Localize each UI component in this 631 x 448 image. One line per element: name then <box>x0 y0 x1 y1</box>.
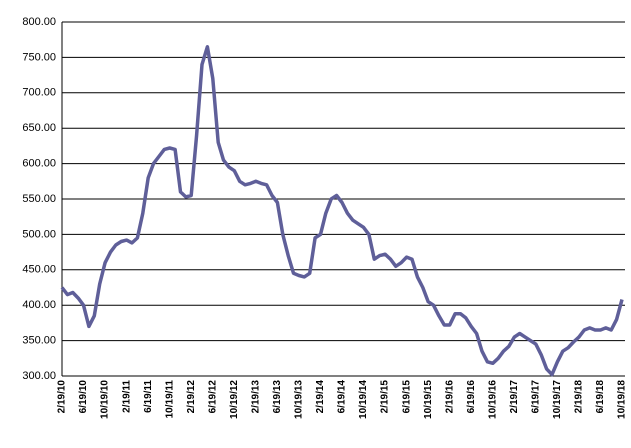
y-tick-label: 400.00 <box>22 299 56 311</box>
x-tick-label: 10/19/17 <box>552 380 563 419</box>
x-tick-label: 6/19/10 <box>78 380 89 414</box>
y-tick-label: 550.00 <box>22 193 56 205</box>
x-tick-label: 10/19/15 <box>423 380 434 419</box>
x-tick-label: 2/19/13 <box>250 380 261 414</box>
x-tick-label: 2/19/15 <box>380 380 391 414</box>
x-tick-label: 6/19/16 <box>466 380 477 414</box>
y-tick-label: 300.00 <box>22 370 56 382</box>
x-tick-label: 2/19/10 <box>57 380 68 414</box>
x-tick-label: 10/19/10 <box>100 380 111 419</box>
y-tick-label: 500.00 <box>22 228 56 240</box>
x-tick-label: 2/19/12 <box>186 380 197 414</box>
line <box>60 45 624 377</box>
x-tick-label: 6/19/15 <box>401 380 412 414</box>
x-tick-label: 10/19/14 <box>358 380 369 419</box>
x-tick-label: 6/19/12 <box>207 380 218 414</box>
x-tick-label: 2/19/18 <box>574 380 585 414</box>
x-tick-label: 2/19/16 <box>444 380 455 414</box>
x-tick-label: 2/19/11 <box>121 380 132 413</box>
x-tick-label: 10/19/18 <box>617 380 628 419</box>
x-tick-label: 10/19/16 <box>487 380 498 419</box>
y-tick-label: 450.00 <box>22 264 56 276</box>
x-tick-label: 2/19/14 <box>315 380 326 414</box>
x-tick-label: 6/19/11 <box>143 380 154 413</box>
x-tick-label: 10/19/11 <box>164 380 175 419</box>
y-tick-label: 600.00 <box>22 158 56 170</box>
x-tick-label: 6/19/17 <box>530 380 541 414</box>
x-tick-label: 6/19/14 <box>337 380 348 414</box>
y-tick-label: 800.00 <box>22 16 56 28</box>
x-tick-label: 2/19/17 <box>509 380 520 414</box>
x-tick-label: 10/19/13 <box>294 380 305 419</box>
y-tick-label: 750.00 <box>22 51 56 63</box>
y-tick-label: 350.00 <box>22 335 56 347</box>
y-tick-label: 650.00 <box>22 122 56 134</box>
x-tick-label: 6/19/13 <box>272 380 283 414</box>
x-tick-label: 6/19/18 <box>595 380 606 414</box>
y-tick-label: 700.00 <box>22 87 56 99</box>
x-tick-label: 10/19/12 <box>229 380 240 419</box>
